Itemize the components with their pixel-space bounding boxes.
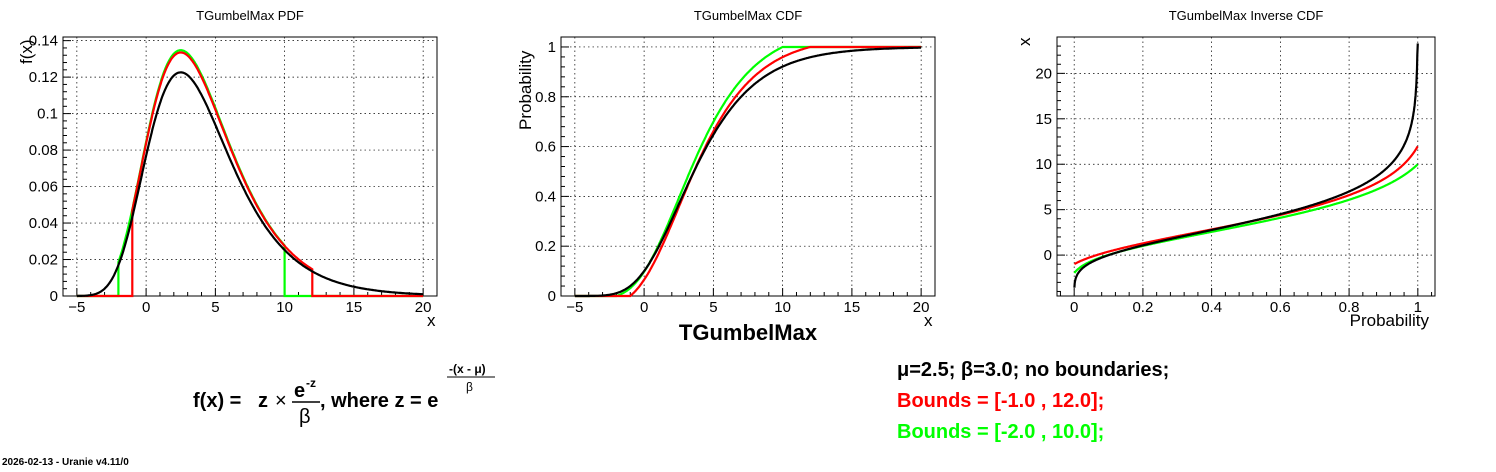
- series-line-red: [76, 51, 424, 298]
- y-tick-label: 10: [1035, 156, 1052, 173]
- x-tick-label: 0.2: [1132, 299, 1153, 316]
- series-line-black: [1073, 43, 1419, 288]
- formula-where: , where z = e: [320, 390, 438, 412]
- x-axis-label: x: [427, 311, 436, 330]
- formula-lhs: f(x) =: [193, 390, 241, 412]
- pdf-formula: f(x) = z × e -z β , where z = e -(x - μ)…: [193, 362, 495, 428]
- y-tick-label: 5: [1044, 202, 1052, 219]
- series-line-red: [574, 45, 922, 298]
- y-tick-label: 0: [50, 288, 58, 305]
- formula-times: ×: [275, 390, 287, 412]
- y-tick-label: 0.14: [29, 33, 58, 50]
- y-axis-label: x: [1015, 37, 1034, 46]
- x-tick-label: 10: [276, 299, 293, 316]
- y-tick-label: 0.4: [535, 188, 556, 205]
- plot-frame: [62, 36, 438, 297]
- formula-numerator-exp: -z: [306, 376, 316, 390]
- legend-bounds-red: Bounds = [-1.0 , 12.0];: [897, 390, 1105, 412]
- formula-z: z: [258, 390, 268, 412]
- x-tick-label: 15: [346, 299, 363, 316]
- x-tick-label: 0: [640, 299, 648, 316]
- footer-version: 2026-02-13 - Uranie v4.11/0: [2, 457, 129, 468]
- chart-1: TGumbelMax PDF −5 0 5 10 15 20 0 0.02 0.04 0.06 0.0…: [17, 8, 438, 330]
- y-tick-label: 0.06: [29, 179, 58, 196]
- series-line-black: [574, 46, 922, 298]
- y-tick-label: 20: [1035, 65, 1052, 82]
- y-tick-label: 0.08: [29, 142, 58, 159]
- chart-title: TGumbelMax CDF: [694, 8, 802, 23]
- x-tick-label: 5: [211, 299, 219, 316]
- x-tick-label: 5: [709, 299, 717, 316]
- y-tick-label: 0: [1044, 247, 1052, 264]
- x-tick-label: −5: [68, 299, 85, 316]
- y-tick-label: 15: [1035, 111, 1052, 128]
- x-tick-label: 0.8: [1339, 299, 1360, 316]
- y-axis-label: f(x): [17, 39, 36, 64]
- y-tick-label: 0.8: [535, 89, 556, 106]
- x-tick-label: 0.6: [1270, 299, 1291, 316]
- y-tick-label: 0.6: [535, 139, 556, 156]
- x-tick-label: 1: [1414, 299, 1422, 316]
- chart-title: TGumbelMax PDF: [196, 8, 304, 23]
- y-tick-label: 0.1: [37, 106, 58, 123]
- parameter-legend: μ=2.5; β=3.0; no boundaries; Bounds = [-…: [897, 355, 1169, 448]
- chart-title: TGumbelMax Inverse CDF: [1169, 8, 1324, 23]
- y-tick-label: 0.12: [29, 69, 58, 86]
- plots-canvas: TGumbelMax PDF−5 0 5 10 15 2000.020.040.060.0…: [17, 8, 1436, 340]
- x-axis-label: Probability: [1350, 311, 1430, 330]
- series-line-black: [76, 71, 424, 298]
- x-tick-label: 0.4: [1201, 299, 1222, 316]
- center-x-label: TGumbelMax: [679, 320, 818, 340]
- x-axis-label: x: [924, 311, 933, 330]
- y-tick-label: 0.2: [535, 238, 556, 255]
- x-tick-label: −5: [566, 299, 583, 316]
- x-tick-label: 0: [142, 299, 150, 316]
- x-tick-label: 15: [844, 299, 861, 316]
- y-axis-label: Probability: [516, 50, 535, 130]
- series-line-green: [574, 45, 922, 298]
- plot-frame: [560, 36, 936, 297]
- y-tick-label: 0.04: [29, 215, 58, 232]
- legend-no-boundaries: μ=2.5; β=3.0; no boundaries;: [897, 359, 1170, 381]
- x-tick-label: 10: [774, 299, 791, 316]
- y-tick-label: 0: [548, 288, 556, 305]
- formula-exp-denominator: β: [466, 380, 473, 394]
- y-tick-label: 0.02: [29, 252, 58, 269]
- legend-bounds-green: Bounds = [-2.0 , 10.0];: [897, 421, 1105, 443]
- series-line-green: [76, 49, 424, 298]
- plot-frame: [1056, 36, 1436, 297]
- x-tick-label: 20: [913, 299, 930, 316]
- formula-numerator: e: [294, 380, 305, 402]
- formula-exp-numerator: -(x - μ): [449, 362, 486, 376]
- x-tick-label: 20: [415, 299, 432, 316]
- series-line-green: [1073, 163, 1419, 274]
- chart-2: TGumbelMax CDF −5 0 5 10 15 20 0 0.2 0.4 0.6 0.8 1 Pr…: [516, 8, 936, 340]
- y-tick-label: 1: [548, 39, 556, 56]
- x-tick-label: 0: [1070, 299, 1078, 316]
- formula-denominator: β: [299, 406, 311, 428]
